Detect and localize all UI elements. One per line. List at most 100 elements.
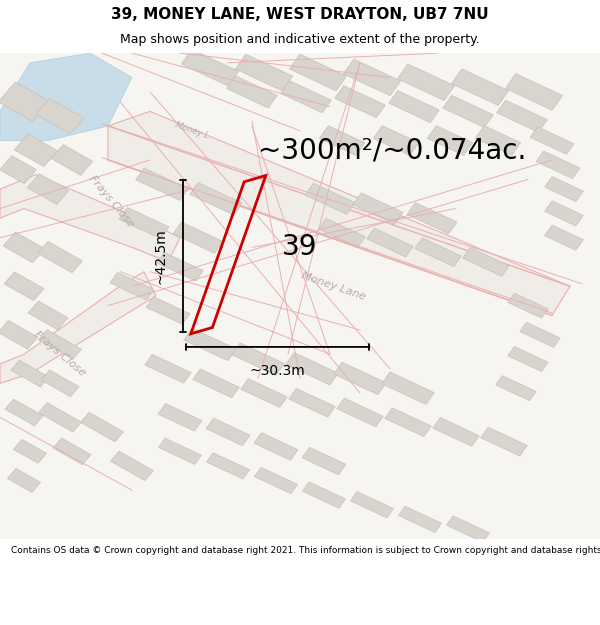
- Polygon shape: [27, 174, 69, 204]
- Polygon shape: [319, 219, 365, 247]
- Polygon shape: [451, 69, 509, 106]
- Polygon shape: [206, 418, 250, 446]
- Polygon shape: [397, 64, 455, 101]
- Polygon shape: [158, 404, 202, 431]
- Polygon shape: [145, 354, 191, 383]
- Polygon shape: [353, 193, 403, 224]
- Polygon shape: [241, 379, 287, 408]
- Polygon shape: [496, 376, 536, 401]
- Polygon shape: [51, 144, 93, 175]
- Polygon shape: [0, 53, 132, 141]
- Polygon shape: [181, 49, 239, 86]
- Polygon shape: [235, 54, 293, 91]
- Polygon shape: [146, 297, 190, 324]
- Polygon shape: [14, 134, 58, 166]
- Text: Frays Close: Frays Close: [32, 330, 88, 379]
- Polygon shape: [206, 452, 250, 479]
- Polygon shape: [13, 439, 47, 463]
- Polygon shape: [136, 168, 188, 201]
- Polygon shape: [481, 428, 527, 456]
- Polygon shape: [38, 330, 82, 359]
- Polygon shape: [350, 492, 394, 518]
- Polygon shape: [0, 272, 156, 383]
- Polygon shape: [173, 222, 223, 253]
- Polygon shape: [302, 482, 346, 508]
- Polygon shape: [497, 100, 547, 132]
- Polygon shape: [334, 362, 386, 395]
- Polygon shape: [305, 183, 355, 214]
- Polygon shape: [80, 412, 124, 442]
- Polygon shape: [108, 111, 570, 316]
- Polygon shape: [427, 126, 473, 156]
- Polygon shape: [3, 232, 45, 262]
- Polygon shape: [335, 86, 385, 118]
- Text: Contains OS data © Crown copyright and database right 2021. This information is : Contains OS data © Crown copyright and d…: [11, 546, 600, 554]
- Polygon shape: [38, 241, 82, 272]
- Polygon shape: [254, 468, 298, 494]
- Polygon shape: [536, 151, 580, 179]
- Polygon shape: [193, 369, 239, 398]
- Text: Money L: Money L: [174, 121, 210, 141]
- Polygon shape: [505, 74, 563, 110]
- Polygon shape: [337, 398, 383, 427]
- Polygon shape: [520, 322, 560, 348]
- Polygon shape: [286, 352, 338, 385]
- Text: ~30.3m: ~30.3m: [250, 364, 305, 378]
- Polygon shape: [475, 126, 521, 156]
- Polygon shape: [36, 99, 84, 134]
- Polygon shape: [7, 469, 41, 492]
- Polygon shape: [508, 293, 548, 318]
- Polygon shape: [53, 438, 91, 464]
- Polygon shape: [289, 388, 335, 417]
- Polygon shape: [382, 372, 434, 404]
- Polygon shape: [110, 272, 154, 300]
- Text: Frays Close: Frays Close: [86, 174, 136, 229]
- Polygon shape: [389, 91, 439, 123]
- Polygon shape: [545, 201, 583, 226]
- Polygon shape: [343, 59, 401, 96]
- Polygon shape: [158, 438, 202, 464]
- Polygon shape: [545, 225, 583, 250]
- Polygon shape: [385, 408, 431, 437]
- Text: Map shows position and indicative extent of the property.: Map shows position and indicative extent…: [120, 32, 480, 46]
- Polygon shape: [119, 208, 169, 239]
- Text: ~42.5m: ~42.5m: [154, 228, 168, 284]
- Polygon shape: [0, 156, 37, 184]
- Polygon shape: [190, 182, 242, 215]
- Polygon shape: [0, 82, 50, 121]
- Polygon shape: [302, 448, 346, 475]
- Polygon shape: [463, 248, 509, 276]
- Polygon shape: [530, 127, 574, 154]
- Polygon shape: [545, 176, 583, 202]
- Text: ~300m²/~0.074ac.: ~300m²/~0.074ac.: [258, 136, 526, 164]
- Polygon shape: [232, 343, 284, 375]
- Polygon shape: [0, 174, 180, 262]
- Polygon shape: [407, 202, 457, 234]
- Polygon shape: [157, 253, 203, 281]
- Polygon shape: [415, 238, 461, 267]
- Polygon shape: [184, 328, 236, 361]
- Polygon shape: [433, 418, 479, 446]
- Polygon shape: [11, 360, 49, 387]
- Polygon shape: [443, 96, 493, 128]
- Polygon shape: [319, 126, 365, 156]
- Polygon shape: [254, 432, 298, 460]
- Polygon shape: [508, 346, 548, 372]
- Text: 39, MONEY LANE, WEST DRAYTON, UB7 7NU: 39, MONEY LANE, WEST DRAYTON, UB7 7NU: [111, 8, 489, 22]
- Polygon shape: [446, 516, 490, 542]
- Polygon shape: [41, 370, 79, 397]
- Text: 39: 39: [282, 233, 318, 261]
- Polygon shape: [367, 228, 413, 257]
- Polygon shape: [110, 451, 154, 481]
- Polygon shape: [4, 272, 44, 301]
- Polygon shape: [289, 54, 347, 91]
- Polygon shape: [281, 81, 331, 113]
- Polygon shape: [227, 76, 277, 108]
- Polygon shape: [373, 126, 419, 156]
- Polygon shape: [5, 399, 43, 426]
- Polygon shape: [398, 506, 442, 532]
- Polygon shape: [28, 301, 68, 329]
- Text: Money Lane: Money Lane: [299, 271, 367, 302]
- Polygon shape: [0, 321, 38, 349]
- Polygon shape: [38, 402, 82, 432]
